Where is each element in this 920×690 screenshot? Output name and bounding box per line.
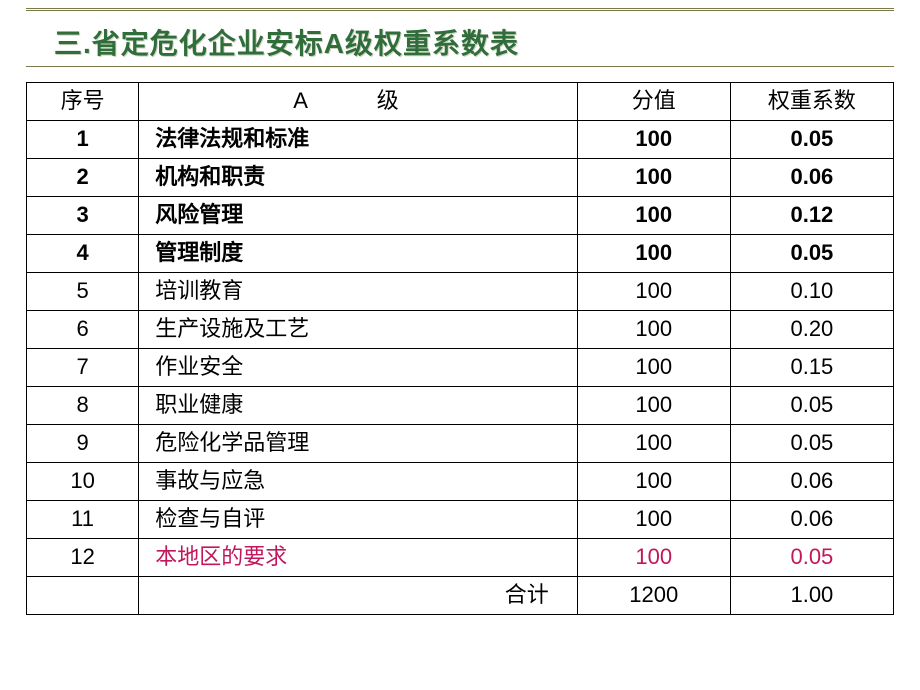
cell-index: 9 (27, 425, 139, 463)
cell-weight: 0.05 (730, 235, 893, 273)
cell-score: 100 (577, 121, 730, 159)
cell-name: 法律法规和标准 (139, 121, 578, 159)
cell-weight: 0.05 (730, 425, 893, 463)
cell-weight: 0.05 (730, 121, 893, 159)
cell-weight: 0.06 (730, 159, 893, 197)
cell-score: 100 (577, 159, 730, 197)
cell-weight: 0.06 (730, 501, 893, 539)
col-header-index: 序号 (27, 83, 139, 121)
cell-weight: 0.06 (730, 463, 893, 501)
cell-total-score: 1200 (577, 577, 730, 615)
weight-table: 序号 A 级 分值 权重系数 1法律法规和标准1000.052机构和职责1000… (26, 82, 894, 615)
cell-score: 100 (577, 349, 730, 387)
cell-name: 本地区的要求 (139, 539, 578, 577)
cell-score: 100 (577, 463, 730, 501)
cell-name: 危险化学品管理 (139, 425, 578, 463)
cell-name: 机构和职责 (139, 159, 578, 197)
cell-score: 100 (577, 273, 730, 311)
table-header-row: 序号 A 级 分值 权重系数 (27, 83, 894, 121)
cell-index: 3 (27, 197, 139, 235)
cell-score: 100 (577, 501, 730, 539)
weight-table-container: 序号 A 级 分值 权重系数 1法律法规和标准1000.052机构和职责1000… (26, 82, 894, 615)
cell-score: 100 (577, 311, 730, 349)
cell-index: 10 (27, 463, 139, 501)
page-title: 三.省定危化企业安标A级权重系数表 (54, 28, 519, 59)
top-rule (26, 8, 894, 11)
cell-index: 7 (27, 349, 139, 387)
cell-index: 2 (27, 159, 139, 197)
col-header-weight: 权重系数 (730, 83, 893, 121)
cell-score: 100 (577, 197, 730, 235)
cell-weight: 0.10 (730, 273, 893, 311)
cell-score: 100 (577, 425, 730, 463)
cell-index (27, 577, 139, 615)
cell-name: 作业安全 (139, 349, 578, 387)
cell-name: 风险管理 (139, 197, 578, 235)
table-row: 4管理制度1000.05 (27, 235, 894, 273)
cell-weight: 0.05 (730, 539, 893, 577)
table-row: 2机构和职责1000.06 (27, 159, 894, 197)
cell-score: 100 (577, 539, 730, 577)
cell-index: 5 (27, 273, 139, 311)
table-row: 11检查与自评1000.06 (27, 501, 894, 539)
table-row: 12本地区的要求1000.05 (27, 539, 894, 577)
cell-weight: 0.05 (730, 387, 893, 425)
title-underline (26, 66, 894, 70)
cell-index: 8 (27, 387, 139, 425)
cell-total-weight: 1.00 (730, 577, 893, 615)
table-row: 5培训教育1000.10 (27, 273, 894, 311)
cell-name: 职业健康 (139, 387, 578, 425)
cell-index: 1 (27, 121, 139, 159)
cell-weight: 0.20 (730, 311, 893, 349)
cell-weight: 0.12 (730, 197, 893, 235)
cell-weight: 0.15 (730, 349, 893, 387)
cell-index: 12 (27, 539, 139, 577)
cell-name: 生产设施及工艺 (139, 311, 578, 349)
page-title-container: 三.省定危化企业安标A级权重系数表 (54, 22, 519, 62)
table-row: 8职业健康1000.05 (27, 387, 894, 425)
cell-total-label: 合计 (139, 577, 578, 615)
cell-index: 11 (27, 501, 139, 539)
cell-index: 6 (27, 311, 139, 349)
cell-score: 100 (577, 387, 730, 425)
cell-name: 检查与自评 (139, 501, 578, 539)
cell-index: 4 (27, 235, 139, 273)
table-row: 7作业安全1000.15 (27, 349, 894, 387)
cell-name: 培训教育 (139, 273, 578, 311)
col-header-score: 分值 (577, 83, 730, 121)
table-row: 10事故与应急1000.06 (27, 463, 894, 501)
table-total-row: 合计12001.00 (27, 577, 894, 615)
col-header-name: A 级 (139, 83, 578, 121)
cell-name: 管理制度 (139, 235, 578, 273)
cell-score: 100 (577, 235, 730, 273)
table-row: 3风险管理1000.12 (27, 197, 894, 235)
table-row: 9危险化学品管理1000.05 (27, 425, 894, 463)
table-row: 1法律法规和标准1000.05 (27, 121, 894, 159)
table-row: 6生产设施及工艺1000.20 (27, 311, 894, 349)
cell-name: 事故与应急 (139, 463, 578, 501)
